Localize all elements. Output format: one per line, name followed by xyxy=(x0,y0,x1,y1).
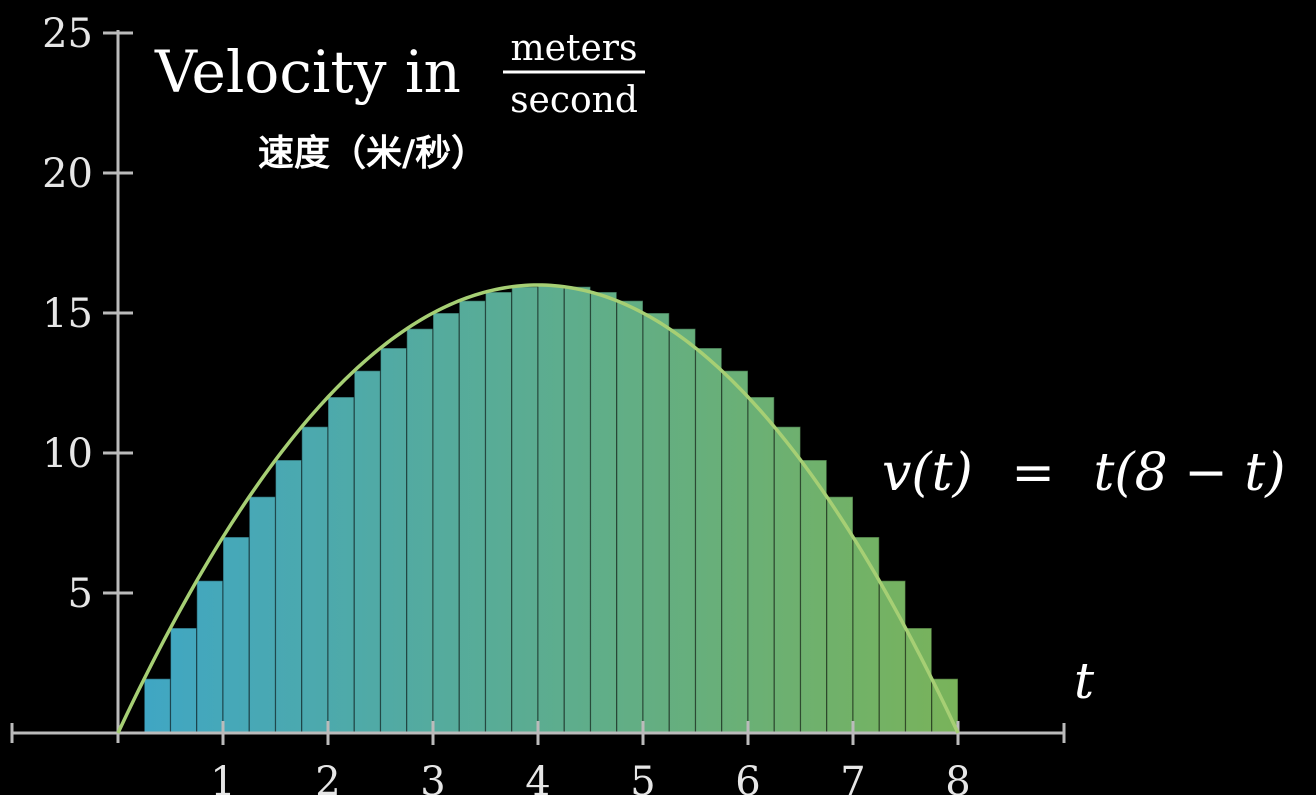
y-tick-label: 25 xyxy=(42,11,93,57)
riemann-rectangle xyxy=(143,678,172,734)
x-tick-label: 7 xyxy=(840,759,865,795)
x-tick-label: 1 xyxy=(210,759,235,795)
equation-equals: = xyxy=(1011,443,1055,503)
riemann-rectangle xyxy=(458,300,487,734)
tick-labels: 1 2 3 4 5 6 7 8 5 10 15 20 25 xyxy=(42,11,971,795)
equation-lhs: v(t) xyxy=(882,443,973,503)
chart-title: Velocity in xyxy=(154,38,461,106)
riemann-rectangle xyxy=(694,347,723,734)
y-tick-label: 15 xyxy=(42,291,93,337)
riemann-rectangle xyxy=(537,284,565,734)
riemann-rectangle xyxy=(563,286,592,734)
x-tick-label: 8 xyxy=(945,759,970,795)
y-tick-label: 20 xyxy=(42,151,93,197)
riemann-rectangle xyxy=(511,286,539,734)
riemann-rectangle xyxy=(353,370,382,734)
y-tick-label: 5 xyxy=(68,571,93,617)
unit-denominator: second xyxy=(510,80,638,121)
unit-numerator: meters xyxy=(511,28,638,69)
riemann-rectangle xyxy=(274,459,303,734)
riemann-rectangle xyxy=(904,627,933,734)
y-tick-label: 10 xyxy=(42,431,93,477)
riemann-rectangle xyxy=(773,426,802,734)
riemann-rectangle xyxy=(852,536,880,734)
riemann-rectangle xyxy=(799,459,828,734)
riemann-rectangle xyxy=(406,328,434,734)
x-tick-label: 6 xyxy=(735,759,760,795)
riemann-rectangle xyxy=(196,580,224,734)
riemann-rectangle xyxy=(432,312,460,734)
riemann-rectangle xyxy=(642,312,670,734)
chart-subtitle: 速度（米/秒） xyxy=(258,133,487,174)
riemann-rectangle xyxy=(589,291,618,734)
x-axis-label: t xyxy=(1074,652,1095,710)
riemann-rectangle xyxy=(616,300,644,734)
equation: v(t) = t(8 − t) xyxy=(882,443,1286,503)
x-tick-label: 2 xyxy=(315,759,340,795)
riemann-rectangle xyxy=(169,627,198,734)
riemann-rectangle xyxy=(826,496,854,734)
x-tick-label: 4 xyxy=(525,759,550,795)
riemann-rectangle xyxy=(668,328,697,734)
riemann-rectangle xyxy=(327,396,355,734)
riemann-rectangle xyxy=(222,536,250,734)
riemann-rectangle xyxy=(301,426,329,734)
axes xyxy=(10,30,1066,745)
x-tick-label: 5 xyxy=(630,759,655,795)
riemann-rectangle xyxy=(721,370,749,734)
x-tick-label: 3 xyxy=(420,759,445,795)
equation-rhs: t(8 − t) xyxy=(1094,443,1286,503)
riemann-rectangle xyxy=(484,291,513,734)
riemann-rectangles xyxy=(143,284,959,734)
riemann-rectangle xyxy=(248,496,277,734)
velocity-curve-path xyxy=(116,283,960,734)
riemann-rectangle xyxy=(747,396,775,734)
riemann-rectangle xyxy=(379,347,408,734)
velocity-curve xyxy=(116,283,960,734)
